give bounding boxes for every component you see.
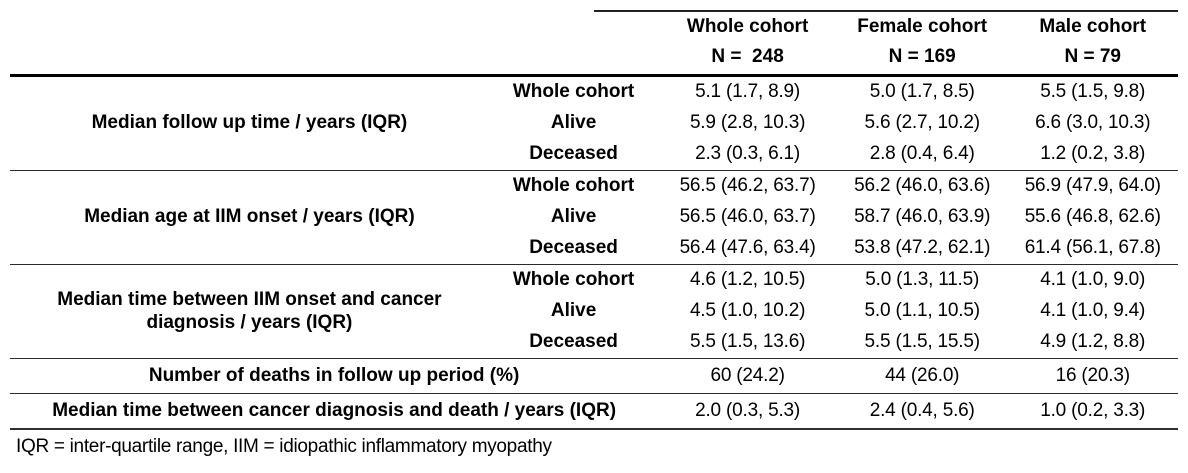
summary-row-label: Number of deaths in follow up period (%) — [148, 364, 520, 386]
summary-row-deaths: Number of deaths in follow up period (%)… — [10, 358, 1178, 393]
value-cell: 53.8 (47.2, 62.1) — [854, 237, 991, 259]
value-cell: 4.5 (1.0, 10.2) — [689, 300, 806, 322]
value-cell: 58.7 (46.0, 63.9) — [854, 206, 991, 228]
sub-row-label: Alive — [550, 300, 597, 322]
group-label: Median time between IIM onset and cancer… — [57, 289, 442, 333]
value-cell: 5.0 (1.3, 11.5) — [865, 269, 980, 291]
column-title: Female cohort — [857, 16, 988, 37]
column-title: Whole cohort — [686, 16, 809, 37]
sub-row-label: Alive — [550, 112, 597, 134]
header-top-rule — [594, 10, 1178, 12]
value-cell: 5.0 (1.7, 8.5) — [869, 81, 975, 103]
row-group-onset-to-diagnosis: Median time between IIM onset and cancer… — [10, 264, 1178, 358]
value-cell: 2.0 (0.3, 5.3) — [695, 399, 801, 421]
value-cell: 2.3 (0.3, 6.1) — [695, 143, 801, 165]
value-cell: 4.9 (1.2, 8.8) — [1040, 331, 1146, 353]
value-cell: 5.5 (1.5, 9.8) — [1040, 81, 1146, 103]
value-cell: 5.1 (1.7, 8.9) — [695, 81, 801, 103]
value-cell: 56.5 (46.0, 63.7) — [679, 206, 816, 228]
value-cell: 6.6 (3.0, 10.3) — [1035, 112, 1151, 134]
column-header-female-cohort: Female cohort N = 169 — [837, 12, 1008, 71]
value-cell: 5.6 (2.7, 10.2) — [864, 112, 980, 134]
sub-row-label: Whole cohort — [512, 81, 635, 103]
value-cell: 5.0 (1.1, 10.5) — [864, 300, 980, 322]
value-cell: 4.1 (1.0, 9.4) — [1040, 300, 1146, 322]
value-cell: 1.0 (0.2, 3.3) — [1040, 399, 1146, 421]
value-cell: 56.2 (46.0, 63.6) — [854, 175, 991, 197]
column-n-count: N = 248 — [711, 46, 784, 67]
sub-row-label: Deceased — [529, 143, 618, 165]
sub-row-label: Alive — [550, 206, 597, 228]
column-header-whole-cohort: Whole cohort N = 248 — [658, 12, 837, 71]
table-header-row: Whole cohort N = 248 Female cohort N = 1… — [10, 8, 1178, 74]
header-empty-cell — [10, 12, 658, 71]
row-group-age-at-onset: Median age at IIM onset / years (IQR) Wh… — [10, 170, 1178, 264]
column-title: Male cohort — [1039, 16, 1147, 37]
value-cell: 4.6 (1.2, 10.5) — [689, 269, 806, 291]
value-cell: 1.2 (0.2, 3.8) — [1040, 143, 1146, 165]
value-cell: 2.4 (0.4, 5.6) — [869, 399, 975, 421]
group-label: Median follow up time / years (IQR) — [91, 112, 408, 134]
value-cell: 56.5 (46.2, 63.7) — [679, 175, 816, 197]
group-label: Median age at IIM onset / years (IQR) — [84, 206, 415, 228]
value-cell: 5.9 (2.8, 10.3) — [689, 112, 806, 134]
value-cell: 4.1 (1.0, 9.0) — [1040, 269, 1146, 291]
sub-row-label: Deceased — [529, 237, 618, 259]
sub-row-label: Whole cohort — [512, 175, 635, 197]
column-header-male-cohort: Male cohort N = 79 — [1007, 12, 1178, 71]
value-cell: 44 (26.0) — [885, 364, 960, 386]
summary-row-diagnosis-to-death: Median time between cancer diagnosis and… — [10, 393, 1178, 428]
column-n-count: N = 79 — [1064, 46, 1121, 67]
summary-row-label: Median time between cancer diagnosis and… — [52, 399, 617, 421]
value-cell: 16 (20.3) — [1055, 364, 1130, 386]
value-cell: 2.8 (0.4, 6.4) — [869, 143, 975, 165]
value-cell: 60 (24.2) — [710, 364, 785, 386]
sub-row-label: Deceased — [529, 331, 618, 353]
row-group-follow-up-time: Median follow up time / years (IQR) Whol… — [10, 74, 1178, 170]
value-cell: 56.4 (47.6, 63.4) — [679, 237, 816, 259]
value-cell: 5.5 (1.5, 13.6) — [689, 331, 806, 353]
value-cell: 5.5 (1.5, 15.5) — [864, 331, 980, 353]
sub-row-label: Whole cohort — [512, 269, 635, 291]
value-cell: 56.9 (47.9, 64.0) — [1024, 175, 1161, 197]
table-footnote: IQR = inter-quartile range, IIM = idiopa… — [10, 428, 1178, 458]
column-n-count: N = 169 — [888, 46, 956, 67]
value-cell: 61.4 (56.1, 67.8) — [1024, 237, 1161, 259]
value-cell: 55.6 (46.8, 62.6) — [1024, 206, 1161, 228]
